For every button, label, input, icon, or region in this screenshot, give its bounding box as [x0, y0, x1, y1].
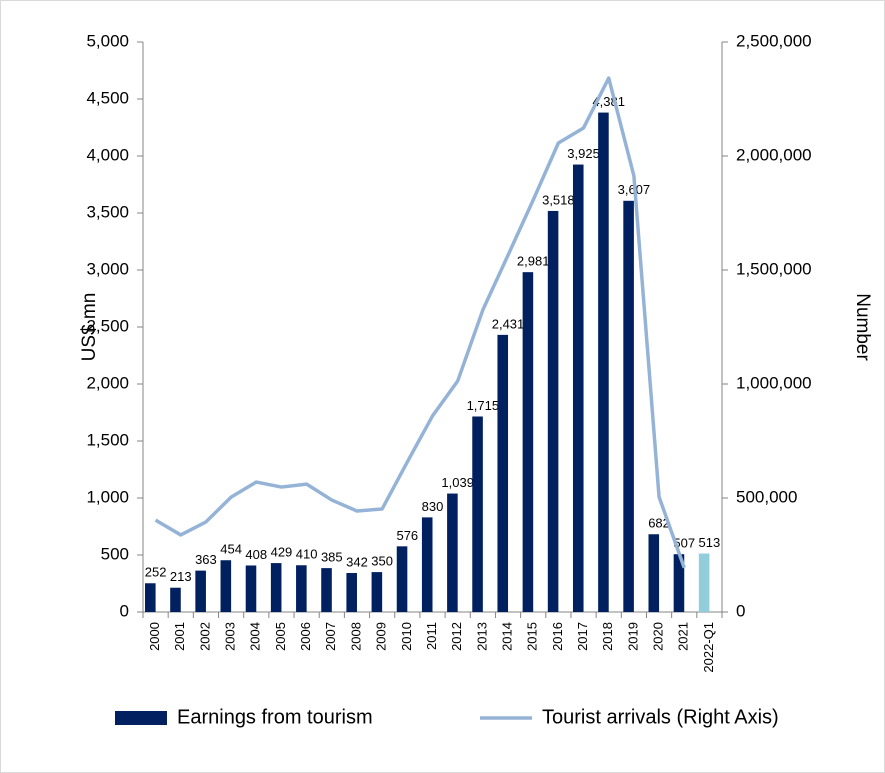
data-label: 1,715	[467, 398, 500, 413]
y-tick-label: 4,500	[86, 88, 129, 107]
x-tick-label: 2005	[273, 622, 288, 651]
x-tick-label: 2012	[449, 622, 464, 651]
bar	[698, 553, 710, 612]
y2-tick-label: 500,000	[736, 487, 797, 506]
x-tick-label: 2000	[147, 622, 162, 651]
legend-label: Earnings from tourism	[177, 706, 373, 728]
data-label: 410	[296, 547, 318, 562]
x-tick-label: 2002	[197, 622, 212, 651]
data-label: 576	[396, 528, 418, 543]
y-tick-label: 2,500	[86, 316, 129, 335]
y-tick-label: 500	[101, 544, 129, 563]
x-tick-label: 2013	[474, 622, 489, 651]
legend-label: Tourist arrivals (Right Axis)	[542, 706, 779, 728]
x-tick-label: 2009	[374, 622, 389, 651]
data-label: 3,925	[567, 146, 600, 161]
y2-tick-label: 0	[736, 601, 745, 620]
data-label: 454	[220, 542, 242, 557]
y-axis-title: US$ mn	[79, 293, 100, 362]
x-tick-label: 2015	[525, 622, 540, 651]
data-label: 363	[195, 552, 217, 567]
x-tick-label: 2014	[499, 622, 514, 651]
x-tick-label: 2001	[172, 622, 187, 651]
x-tick-label: 2011	[424, 622, 439, 650]
x-tick-label: 2016	[550, 622, 565, 651]
data-label: 2,431	[492, 316, 525, 331]
y-tick-label: 2,000	[86, 373, 129, 392]
data-label: 682	[648, 516, 670, 531]
legend-swatch	[115, 711, 167, 725]
bar	[547, 210, 559, 612]
bar	[220, 560, 232, 612]
x-tick-label: 2021	[676, 622, 691, 651]
bar	[598, 112, 609, 612]
bar	[145, 583, 156, 612]
y-tick-label: 1,000	[86, 487, 129, 506]
data-label: 252	[145, 565, 167, 580]
bar	[623, 200, 634, 612]
y-tick-label: 3,500	[86, 202, 129, 221]
x-tick-label: 2010	[399, 622, 414, 651]
data-label: 3,518	[542, 192, 575, 207]
x-tick-label: 2006	[298, 622, 313, 651]
bar	[296, 565, 307, 612]
data-label: 408	[245, 547, 267, 562]
bar	[421, 517, 433, 612]
bar	[472, 416, 483, 612]
x-tick-label: 2020	[651, 622, 666, 651]
data-label: 2,981	[517, 254, 550, 269]
y2-axis-title: Number	[852, 293, 873, 361]
bar	[321, 568, 332, 612]
bar	[396, 546, 408, 612]
data-label: 342	[346, 554, 368, 569]
data-label: 213	[170, 569, 192, 584]
y2-tick-label: 1,500,000	[736, 259, 812, 278]
bar	[673, 554, 685, 612]
data-label: 429	[271, 545, 293, 560]
data-label: 830	[422, 499, 444, 514]
bar	[195, 570, 206, 612]
y-tick-label: 5,000	[86, 31, 129, 50]
bar	[346, 573, 357, 612]
bar	[447, 493, 458, 612]
y2-tick-label: 1,000,000	[736, 373, 812, 392]
data-label: 513	[699, 535, 721, 550]
line	[154, 76, 686, 569]
data-label: 385	[321, 550, 343, 565]
x-tick-label: 2018	[600, 622, 615, 651]
x-tick-label: 2022-Q1	[701, 622, 716, 673]
x-tick-label: 2004	[248, 622, 263, 651]
x-tick-label: 2007	[323, 622, 338, 651]
bar	[270, 563, 282, 612]
y-tick-label: 1,500	[86, 430, 129, 449]
x-tick-label: 2017	[575, 622, 590, 651]
data-label: 350	[371, 554, 393, 569]
data-label: 1,039	[441, 475, 474, 490]
x-tick-label: 2019	[625, 622, 640, 651]
x-tick-label: 2008	[348, 622, 363, 651]
bar	[572, 164, 584, 613]
bar	[648, 534, 660, 612]
bar	[245, 565, 257, 612]
y-tick-label: 3,000	[86, 259, 129, 278]
bar	[522, 272, 534, 612]
data-label: 507	[673, 536, 695, 551]
bar	[371, 572, 383, 612]
y-tick-label: 4,000	[86, 145, 129, 164]
y2-tick-label: 2,000,000	[736, 145, 812, 164]
x-tick-label: 2003	[223, 622, 238, 651]
bar	[497, 334, 509, 612]
y2-tick-label: 2,500,000	[736, 31, 812, 50]
bar	[170, 587, 181, 612]
y-tick-label: 0	[120, 601, 129, 620]
